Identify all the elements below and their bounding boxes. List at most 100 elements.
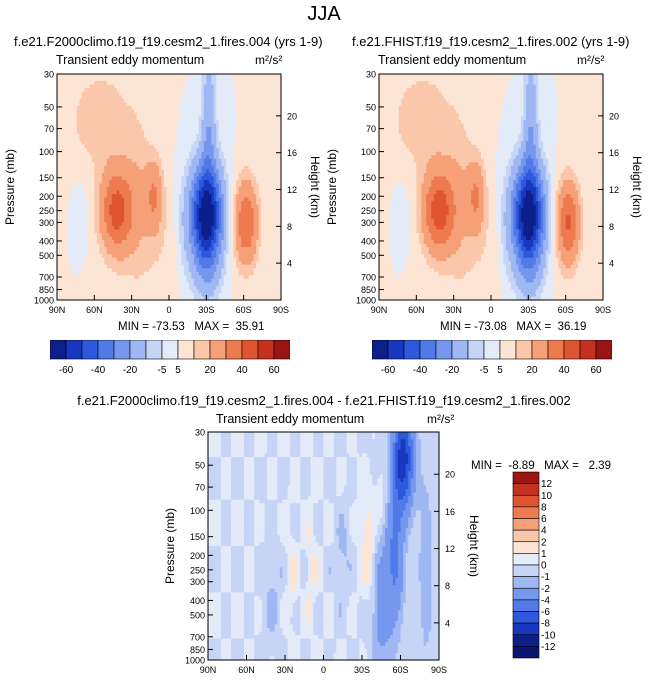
colorbar-swatch: [563, 340, 581, 360]
y-tick-label: 700: [39, 273, 54, 283]
x-tick-label: 60N: [238, 665, 255, 675]
colorbar-label: 60: [268, 365, 280, 376]
y-tick-label: 1000: [185, 656, 205, 666]
colorbar-label: 1: [541, 549, 547, 560]
colorbar-label: -40: [91, 365, 106, 376]
panel-1-colorbar: -60 -40 -20 -5 5 20 40 60: [50, 340, 290, 376]
x-tick-label: 60S: [236, 305, 252, 315]
y-right-tick-label: 4: [445, 618, 450, 628]
colorbar-label: -60: [381, 365, 396, 376]
y-tick-label: 1000: [356, 296, 376, 306]
x-tick-label: 90N: [49, 305, 66, 315]
colorbar-swatch: [512, 622, 540, 636]
colorbar-label: 40: [236, 365, 248, 376]
x-tick-label: 30N: [123, 305, 140, 315]
x-tick-label: 30S: [520, 305, 536, 315]
colorbar-label: 4: [541, 526, 547, 537]
colorbar-swatch: [512, 611, 540, 624]
y-tick-label: 700: [361, 273, 376, 283]
colorbar-swatch: [467, 340, 485, 360]
colorbar-swatch: [595, 340, 612, 360]
y-tick-label: 400: [190, 596, 205, 606]
colorbar-swatch: [435, 340, 453, 360]
colorbar-swatch: [273, 340, 290, 360]
colorbar-label: -6: [541, 607, 550, 618]
y-right-tick-label: 16: [287, 148, 297, 158]
y-tick-label: 250: [39, 206, 54, 216]
panel-1-min-max: MIN = -73.53 MAX = 35.91: [118, 321, 265, 333]
colorbar-label: 2: [541, 537, 547, 548]
field-grid: [379, 74, 604, 301]
x-tick-label: 0: [488, 305, 493, 315]
x-tick-label: 0: [166, 305, 171, 315]
x-tick-label: 90N: [371, 305, 388, 315]
y-tick-label: 50: [44, 102, 54, 112]
y-tick-label: 200: [190, 551, 205, 561]
panel-2-field-label: Transient eddy momentum: [378, 53, 527, 67]
y-axis-label: Pressure (mb): [325, 149, 339, 225]
colorbar-swatch: [499, 340, 517, 360]
y-right-tick-label: 8: [609, 222, 614, 232]
colorbar-label: 0: [541, 561, 547, 572]
y-tick-label: 500: [39, 251, 54, 261]
y-tick-label: 70: [195, 483, 205, 493]
panel-3-min-max: MIN = -8.89 MAX = 2.39: [471, 460, 611, 472]
colorbar-swatch: [257, 340, 275, 360]
y-right-tick-label: 12: [287, 185, 297, 195]
y-right-tick-label: 8: [287, 222, 292, 232]
panel-2-colorbar: -60 -40 -20 -5 5 20 40 60: [372, 340, 612, 376]
colorbar-swatch: [512, 541, 540, 554]
colorbar-swatch: [512, 471, 540, 484]
colorbar-swatch: [512, 506, 540, 519]
panel-2-units-label: m²/s²: [577, 53, 605, 67]
y-right-tick-label: 20: [445, 470, 455, 480]
x-tick-label: 60S: [558, 305, 574, 315]
y-right-tick-label: 20: [609, 111, 619, 121]
field-grid: [208, 432, 440, 661]
colorbar-label: -4: [541, 595, 550, 606]
colorbar-swatch: [113, 340, 131, 360]
y-right-axis-label: Height (km): [308, 156, 322, 218]
field-grid: [57, 74, 282, 301]
y-tick-label: 250: [190, 565, 205, 575]
y-tick-label: 50: [366, 102, 376, 112]
y-right-tick-label: 20: [287, 111, 297, 121]
colorbar-label: -60: [59, 365, 74, 376]
x-tick-label: 60N: [408, 305, 425, 315]
colorbar-swatch: [512, 634, 540, 647]
y-right-axis-label: Height (km): [467, 515, 481, 577]
colorbar-swatch: [387, 340, 405, 360]
colorbar-swatch: [129, 340, 147, 360]
colorbar-swatch: [451, 340, 469, 360]
y-tick-label: 30: [195, 428, 205, 438]
colorbar-label: 5: [175, 365, 181, 376]
colorbar-swatch: [512, 483, 540, 496]
colorbar-swatch: [403, 340, 421, 360]
colorbar-swatch: [483, 340, 501, 360]
y-tick-label: 1000: [34, 296, 54, 306]
y-right-tick-label: 12: [445, 544, 455, 554]
y-tick-label: 150: [361, 173, 376, 183]
y-tick-label: 300: [39, 218, 54, 228]
colorbar-swatch: [50, 340, 67, 360]
y-tick-label: 850: [190, 645, 205, 655]
colorbar-swatch: [241, 340, 259, 360]
y-tick-label: 150: [39, 173, 54, 183]
y-right-axis-label: Height (km): [630, 156, 644, 218]
colorbar-swatch: [145, 340, 163, 360]
main-title: JJA: [307, 3, 341, 25]
colorbar-swatch: [65, 340, 83, 360]
colorbar-swatch: [161, 340, 179, 360]
y-right-tick-label: 4: [609, 259, 614, 269]
y-right-tick-label: 12: [609, 185, 619, 195]
colorbar-swatch: [209, 340, 227, 360]
colorbar-swatch: [512, 599, 540, 612]
y-tick-label: 150: [190, 532, 205, 542]
panel-1-field-label: Transient eddy momentum: [56, 53, 205, 67]
colorbar-label: 20: [204, 365, 216, 376]
y-tick-label: 500: [190, 610, 205, 620]
colorbar-swatch: [579, 340, 597, 360]
y-right-tick-label: 16: [609, 148, 619, 158]
